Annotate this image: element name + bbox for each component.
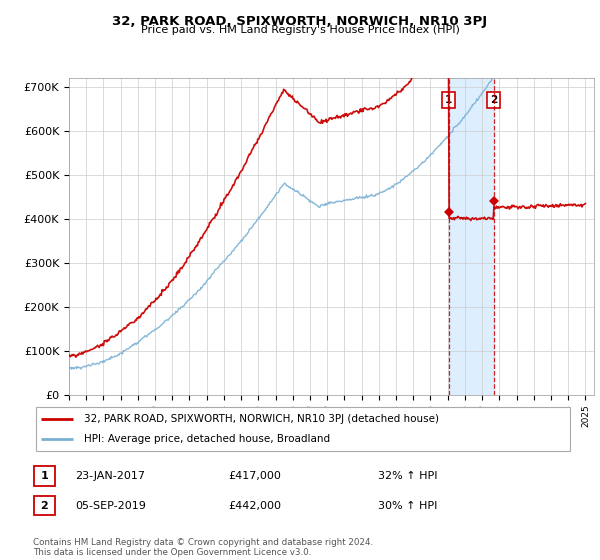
- Text: £417,000: £417,000: [228, 471, 281, 481]
- Text: 23-JAN-2017: 23-JAN-2017: [75, 471, 145, 481]
- Text: 2: 2: [41, 501, 48, 511]
- Text: 05-SEP-2019: 05-SEP-2019: [75, 501, 146, 511]
- Bar: [449, 78, 494, 395]
- FancyBboxPatch shape: [34, 496, 55, 515]
- FancyBboxPatch shape: [34, 466, 55, 486]
- Text: Contains HM Land Registry data © Crown copyright and database right 2024.
This d: Contains HM Land Registry data © Crown c…: [33, 538, 373, 557]
- Text: 1: 1: [41, 471, 48, 481]
- Text: Price paid vs. HM Land Registry's House Price Index (HPI): Price paid vs. HM Land Registry's House …: [140, 25, 460, 35]
- Text: 2: 2: [490, 95, 497, 105]
- Text: 32, PARK ROAD, SPIXWORTH, NORWICH, NR10 3PJ (detached house): 32, PARK ROAD, SPIXWORTH, NORWICH, NR10 …: [84, 414, 439, 424]
- Text: 1: 1: [445, 95, 452, 105]
- FancyBboxPatch shape: [36, 407, 570, 451]
- Text: HPI: Average price, detached house, Broadland: HPI: Average price, detached house, Broa…: [84, 434, 330, 444]
- Text: 32, PARK ROAD, SPIXWORTH, NORWICH, NR10 3PJ: 32, PARK ROAD, SPIXWORTH, NORWICH, NR10 …: [112, 15, 488, 27]
- Text: 32% ↑ HPI: 32% ↑ HPI: [378, 471, 437, 481]
- Text: 30% ↑ HPI: 30% ↑ HPI: [378, 501, 437, 511]
- Text: £442,000: £442,000: [228, 501, 281, 511]
